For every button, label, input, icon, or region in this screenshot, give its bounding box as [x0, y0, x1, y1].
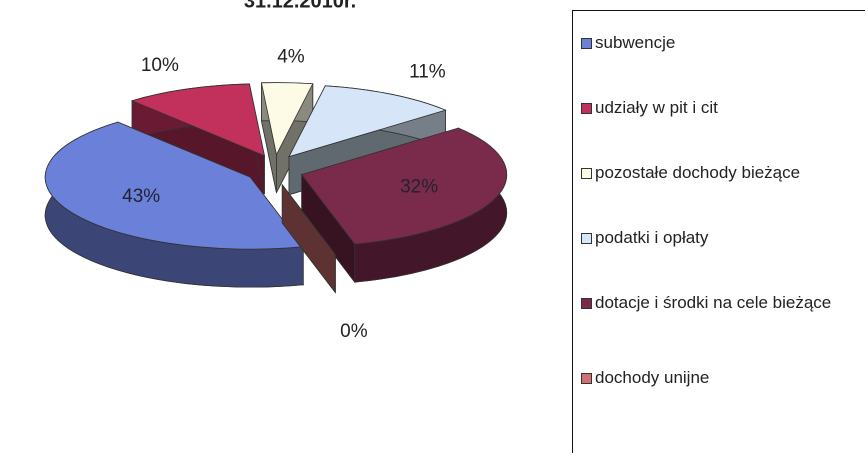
data-label: 10% — [141, 55, 179, 76]
legend-swatch — [581, 373, 592, 384]
legend-label: subwencje — [595, 33, 676, 52]
slice — [130, 83, 265, 157]
legend-label: dochody unijne — [595, 368, 710, 387]
legend-swatch — [581, 233, 592, 244]
slice — [260, 82, 314, 156]
legend-label: udziały w pit i cit — [595, 98, 718, 117]
slice — [288, 85, 447, 158]
legend-swatch — [581, 298, 592, 309]
legend-entry: udziały w pit i cit — [581, 98, 861, 118]
data-label: 32% — [400, 177, 438, 198]
data-label: 0% — [340, 321, 368, 342]
legend-swatch — [581, 38, 592, 49]
legend-entry: pozostałe dochody bieżące — [581, 163, 861, 183]
data-label: 43% — [122, 186, 160, 207]
slice — [301, 127, 508, 245]
legend-entry: dotacje i środki na cele bieżące — [581, 293, 861, 313]
legend-label: dotacje i środki na cele bieżące — [595, 293, 832, 312]
legend-swatch — [581, 103, 592, 114]
data-label: 4% — [277, 47, 305, 68]
legend-entry: podatki i opłaty — [581, 228, 861, 248]
legend-label: podatki i opłaty — [595, 228, 709, 247]
legend: subwencje udziały w pit i cit pozostałe do… — [572, 10, 865, 453]
chart-title: 31.12.2010r. — [244, 0, 356, 12]
chart: 31.12.2010r. 43% 10% 4% 11% 32% 0% — [44, 0, 508, 342]
legend-entry: subwencje — [581, 33, 861, 53]
legend-entry: dochody unijne — [581, 368, 861, 388]
slice — [44, 121, 304, 250]
legend-label: pozostałe dochody bieżące — [595, 163, 801, 182]
legend-swatch — [581, 168, 592, 179]
data-label: 11% — [409, 62, 446, 83]
